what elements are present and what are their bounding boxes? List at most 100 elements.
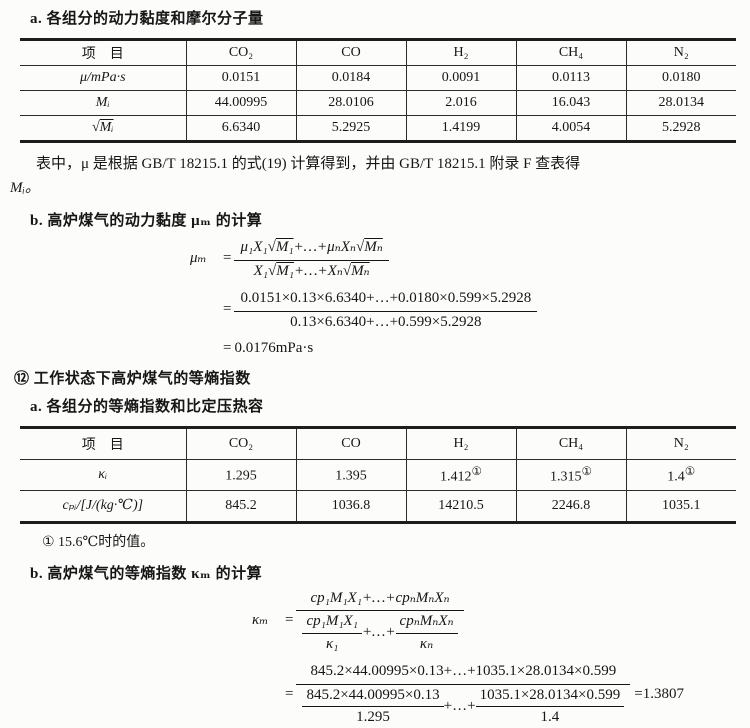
cell-value: 1.395 (335, 468, 367, 484)
formula-line: = 0.0151×0.13×6.6340+…+0.0180×0.599×5.29… (190, 288, 750, 332)
equals-sign: = (223, 250, 232, 267)
table-cell: 14210.5 (405, 489, 516, 522)
viscosity-formula: μₘ = μ₁X₁√M₁+…+μₙXₙ√Mₙ X₁√M₁+…+Xₙ√Mₙ = 0… (190, 237, 750, 359)
table-cell: 1.4199 (405, 115, 516, 142)
nested-denominator: 1.4 (540, 709, 560, 725)
section-heading-12: ⑫ 工作状态下高炉煤气的等熵指数 (14, 370, 251, 387)
table-cell: 4.0054 (515, 115, 626, 142)
nested-denominator: κ₁ (325, 635, 339, 652)
cell-value: 1.412 (440, 469, 472, 485)
table-cell: 845.2 (185, 489, 296, 522)
radical-sign: √ (342, 262, 352, 279)
column-header: CO (295, 427, 406, 459)
fraction-denominator: 845.2×44.00995×0.13 1.295 +…+ 1035.1×28.0… (296, 685, 630, 728)
table-cell: 0.0113 (515, 65, 626, 91)
row-label: √Mᵢ (20, 115, 186, 142)
term: cpₙMₙXₙ (395, 589, 450, 606)
radicand: Mᵢ (99, 120, 114, 135)
table-cell: 44.00995 (185, 90, 296, 116)
table-header-row: 项 目 CO₂ CO H₂ CH₄ N₂ (20, 39, 736, 66)
sqrt-expression: √M₁ (268, 239, 294, 255)
fraction: μ₁X₁√M₁+…+μₙXₙ√Mₙ X₁√M₁+…+Xₙ√Mₙ (234, 237, 389, 281)
table-header-row: 项 目 CO₂ CO H₂ CH₄ N₂ (20, 427, 736, 459)
term: μ₁X₁ (240, 239, 268, 255)
table-cell: 1.395 (295, 458, 406, 490)
column-header: CO (295, 39, 406, 66)
note-line2: Mᵢ。 (10, 180, 40, 196)
table-note: 表中，μ 是根据 GB/T 18215.1 的式(19) 计算得到，并由 GB/… (10, 152, 738, 200)
isentropic-index-table: 项 目 CO₂ CO H₂ CH₄ N₂ κᵢ 1.295 1.395 1.41… (20, 425, 736, 524)
nested-denominator: 1.295 (356, 709, 390, 725)
table-cell: 6.6340 (185, 115, 296, 142)
formula-line: μₘ = μ₁X₁√M₁+…+μₙXₙ√Mₙ X₁√M₁+…+Xₙ√Mₙ (190, 237, 750, 281)
column-header: CO₂ (185, 427, 296, 459)
column-header: CO₂ (185, 39, 296, 66)
nested-numerator: 845.2×44.00995×0.13 (302, 686, 444, 707)
nested-fraction: cp₁M₁X₁ κ₁ (302, 612, 362, 654)
denominator-row: 845.2×44.00995×0.13 1.295 +…+ 1035.1×28.0… (302, 686, 625, 728)
section-heading-b2: b. 高炉煤气的等熵指数 κₘ 的计算 (30, 565, 263, 582)
table-cell: 1036.8 (295, 489, 406, 522)
term: cp₁M₁X₁ (310, 589, 362, 606)
cell-value: 1.295 (225, 468, 257, 484)
fraction-numerator: μ₁X₁√M₁+…+μₙXₙ√Mₙ (234, 237, 389, 261)
formula-line: κₘ = cp₁M₁X₁+…+cpₙMₙXₙ cp₁M₁X₁ κ₁ +…+ cpₙ… (252, 588, 750, 655)
formula-line: = 0.0176mPa·s (190, 339, 750, 359)
section-heading-b1: b. 高炉煤气的动力黏度 μₘ 的计算 (30, 213, 263, 229)
cell-value: 1.315 (550, 469, 582, 485)
row-label-text: μ/mPa·s (79, 70, 126, 85)
fraction: cp₁M₁X₁+…+cpₙMₙXₙ cp₁M₁X₁ κ₁ +…+ cpₙMₙXₙ κ… (296, 588, 464, 655)
table-row: cₚᵢ/[J/(kg·℃)] 845.2 1036.8 14210.5 2246… (20, 489, 736, 522)
table-row: √Mᵢ 6.6340 5.2925 1.4199 4.0054 5.2928 (20, 115, 736, 142)
column-header: H₂ (405, 427, 516, 459)
row-label: cₚᵢ/[J/(kg·℃)] (20, 489, 186, 522)
nested-numerator: cp₁M₁X₁ (302, 612, 362, 634)
ellipsis-term: +…+ (293, 262, 328, 279)
table-cell: 0.0091 (405, 65, 516, 91)
isentropic-index-formula: κₘ = cp₁M₁X₁+…+cpₙMₙXₙ cp₁M₁X₁ κ₁ +…+ cpₙ… (252, 588, 750, 728)
ellipsis-term: +…+ (293, 239, 328, 255)
formula-result: =1.3807 (634, 685, 684, 702)
sqrt-expression: √M₁ (268, 263, 294, 279)
column-header: CH₄ (515, 427, 626, 459)
fraction: 0.0151×0.13×6.6340+…+0.0180×0.599×5.2928… (234, 288, 538, 332)
table-footnote: ① 15.6℃时的值。 (42, 534, 155, 550)
table-cell: 1035.1 (625, 489, 736, 522)
formula-result: 0.0176mPa·s (234, 340, 314, 356)
table-cell: 1.4① (625, 458, 736, 490)
table-row: μ/mPa·s 0.0151 0.0184 0.0091 0.0113 0.01… (20, 65, 736, 91)
term: μₙXₙ (327, 239, 356, 255)
table-cell: 28.0134 (625, 90, 736, 116)
equals-sign: = (223, 340, 232, 356)
equals-sign: = (223, 301, 232, 318)
sqrt-expression: √Mₙ (343, 263, 370, 279)
footnote-marker: ① (581, 464, 592, 478)
fraction-numerator: 845.2×44.00995×0.13+…+1035.1×28.0134×0.5… (296, 661, 631, 685)
table-cell: 0.0151 (185, 65, 296, 91)
formula-line: = 845.2×44.00995×0.13+…+1035.1×28.0134×0… (252, 661, 750, 728)
fraction: 845.2×44.00995×0.13+…+1035.1×28.0134×0.5… (296, 661, 631, 728)
table-cell: 1.315① (515, 458, 626, 490)
radical-sign: √ (356, 239, 365, 255)
table-cell: 0.0180 (625, 65, 736, 91)
table-cell: 2.016 (405, 90, 516, 116)
nested-fraction: 1035.1×28.0134×0.599 1.4 (475, 686, 625, 728)
radicand: M₁ (276, 262, 294, 279)
section-heading-a2: a. 各组分的等熵指数和比定压热容 (30, 398, 264, 415)
row-label-text: cₚᵢ/[J/(kg·℃)] (62, 498, 144, 513)
table-row: κᵢ 1.295 1.395 1.412① 1.315① 1.4① (20, 458, 736, 490)
radical-sign: √ (268, 262, 277, 279)
denominator-row: cp₁M₁X₁ κ₁ +…+ cpₙMₙXₙ κₙ (302, 612, 458, 654)
row-label: Mᵢ (20, 90, 186, 116)
table-cell: 5.2928 (625, 115, 736, 142)
fraction-numerator: cp₁M₁X₁+…+cpₙMₙXₙ (296, 588, 464, 611)
column-header: N₂ (625, 39, 736, 66)
term: Xₙ (327, 262, 343, 279)
radicand: Mₙ (351, 262, 370, 279)
table-cell: 1.412① (405, 458, 516, 490)
radicand: M₁ (275, 239, 294, 255)
viscosity-molar-mass-table: 项 目 CO₂ CO H₂ CH₄ N₂ μ/mPa·s 0.0151 0.01… (20, 38, 736, 143)
table-cell: 5.2925 (295, 115, 406, 142)
nested-numerator: cpₙMₙXₙ (395, 612, 458, 634)
fraction-denominator: cp₁M₁X₁ κ₁ +…+ cpₙMₙXₙ κₙ (296, 611, 463, 654)
